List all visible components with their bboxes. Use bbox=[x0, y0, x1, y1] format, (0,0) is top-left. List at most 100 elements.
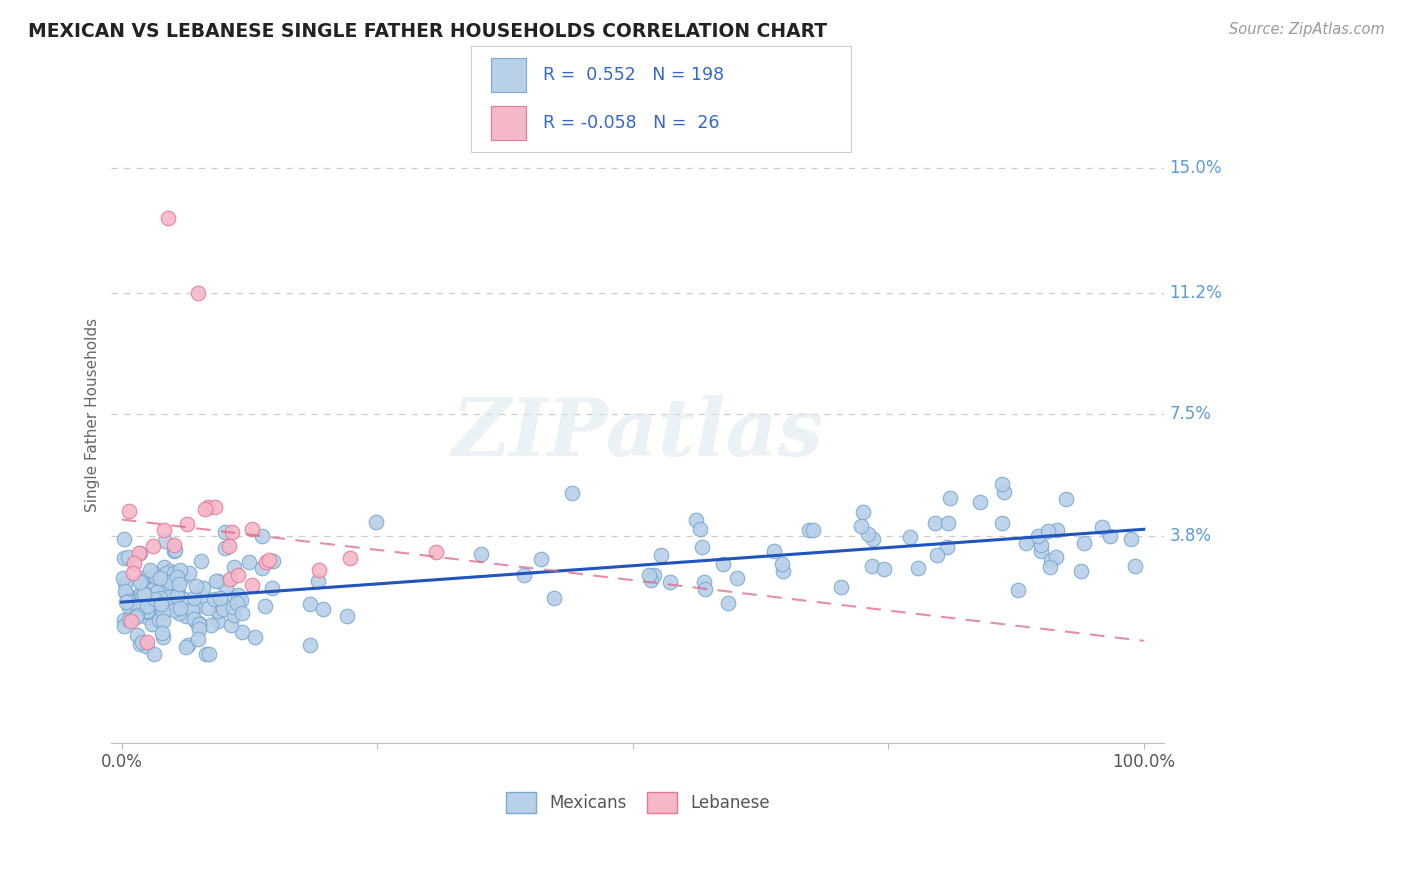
Point bbox=[187, 617, 209, 632]
Point bbox=[184, 579, 207, 593]
Point bbox=[212, 602, 235, 616]
Point bbox=[763, 544, 786, 558]
Point bbox=[231, 625, 253, 640]
Point bbox=[112, 619, 135, 633]
Point bbox=[191, 581, 214, 595]
Point bbox=[121, 566, 143, 580]
Point bbox=[134, 587, 156, 601]
Point bbox=[169, 563, 191, 577]
Point bbox=[638, 568, 661, 582]
Point bbox=[152, 630, 174, 644]
Point bbox=[219, 618, 242, 632]
Point bbox=[131, 570, 153, 584]
Point bbox=[312, 601, 335, 615]
Point bbox=[226, 589, 249, 603]
Point bbox=[141, 607, 163, 622]
Text: ZIPatlas: ZIPatlas bbox=[451, 395, 824, 473]
Point bbox=[149, 571, 172, 585]
Point bbox=[298, 638, 321, 652]
Point bbox=[173, 591, 195, 606]
Point bbox=[1038, 524, 1060, 539]
Point bbox=[184, 600, 207, 615]
Point bbox=[200, 617, 222, 632]
Point bbox=[224, 560, 246, 574]
Point bbox=[152, 605, 174, 619]
Point bbox=[1007, 582, 1029, 597]
Point bbox=[1099, 529, 1122, 543]
Point bbox=[238, 556, 260, 570]
Point bbox=[120, 614, 142, 628]
Text: 7.5%: 7.5% bbox=[1170, 406, 1211, 424]
Point bbox=[1123, 558, 1146, 573]
Point bbox=[243, 630, 266, 644]
Point bbox=[898, 530, 921, 544]
Point bbox=[658, 574, 681, 589]
Point bbox=[197, 500, 219, 515]
Point bbox=[187, 632, 209, 646]
Point bbox=[125, 610, 148, 624]
Point bbox=[222, 590, 245, 604]
Point bbox=[218, 540, 240, 554]
Point bbox=[1026, 529, 1049, 543]
Point bbox=[205, 574, 228, 589]
Point bbox=[112, 532, 135, 546]
Point bbox=[254, 555, 277, 569]
Point bbox=[150, 597, 173, 611]
Point bbox=[993, 485, 1015, 500]
Point bbox=[152, 614, 174, 628]
Point bbox=[117, 594, 139, 608]
Point bbox=[191, 589, 214, 603]
Point bbox=[121, 601, 143, 615]
Point bbox=[148, 613, 170, 627]
Point bbox=[240, 522, 263, 536]
Point bbox=[860, 558, 883, 573]
Point bbox=[852, 505, 875, 519]
Point bbox=[770, 557, 793, 571]
Point bbox=[129, 574, 152, 588]
Point bbox=[187, 616, 209, 631]
Point bbox=[308, 563, 330, 577]
Point bbox=[153, 523, 176, 537]
Point bbox=[141, 584, 163, 599]
Point bbox=[135, 639, 157, 653]
Point bbox=[127, 627, 149, 641]
Point bbox=[128, 546, 150, 560]
Point bbox=[873, 562, 896, 576]
Point bbox=[166, 570, 188, 584]
Point bbox=[1015, 535, 1038, 549]
Point bbox=[924, 516, 946, 530]
Point bbox=[254, 599, 277, 614]
Point bbox=[690, 540, 713, 554]
Point bbox=[561, 486, 583, 500]
Point bbox=[240, 578, 263, 592]
Point bbox=[145, 570, 167, 584]
Point bbox=[208, 591, 231, 606]
Point bbox=[159, 574, 181, 589]
Point bbox=[129, 591, 152, 606]
Point bbox=[183, 611, 205, 625]
Point bbox=[174, 609, 197, 624]
Text: Source: ZipAtlas.com: Source: ZipAtlas.com bbox=[1229, 22, 1385, 37]
Y-axis label: Single Father Households: Single Father Households bbox=[86, 318, 100, 511]
Point bbox=[163, 538, 186, 552]
Point bbox=[141, 569, 163, 583]
Point bbox=[156, 578, 179, 592]
Point bbox=[262, 553, 284, 567]
Point bbox=[114, 575, 136, 590]
Point bbox=[146, 585, 169, 599]
Point bbox=[157, 601, 180, 615]
Point bbox=[197, 601, 219, 615]
Point bbox=[299, 597, 322, 611]
Text: MEXICAN VS LEBANESE SINGLE FATHER HOUSEHOLDS CORRELATION CHART: MEXICAN VS LEBANESE SINGLE FATHER HOUSEH… bbox=[28, 22, 827, 41]
Point bbox=[117, 549, 139, 564]
Point bbox=[128, 575, 150, 590]
Point bbox=[169, 601, 191, 615]
Point bbox=[177, 566, 200, 580]
Point bbox=[849, 518, 872, 533]
Point bbox=[176, 517, 198, 532]
Point bbox=[693, 582, 716, 596]
Point bbox=[229, 592, 252, 607]
Point bbox=[122, 556, 145, 570]
Point bbox=[167, 606, 190, 620]
Point bbox=[149, 591, 172, 605]
